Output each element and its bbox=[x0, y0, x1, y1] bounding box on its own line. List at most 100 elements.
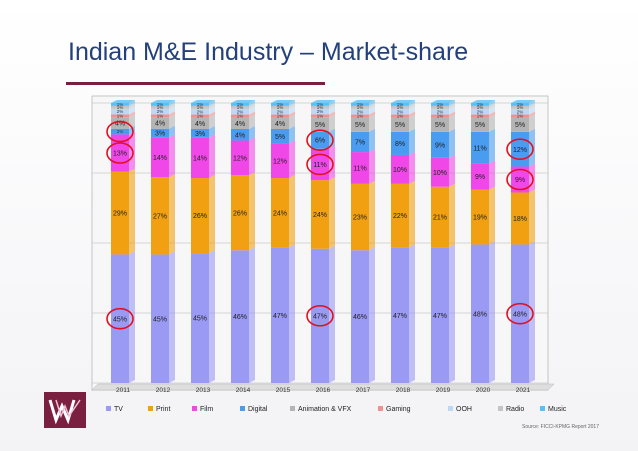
bar-animation-and-vfx-2021 bbox=[511, 117, 529, 132]
slide-title: Indian M&E Industry – Market-share bbox=[68, 38, 469, 66]
label-print-2020: 19% bbox=[473, 215, 487, 222]
bar-side-animation-and-vfx-2014 bbox=[249, 114, 255, 129]
bar-side-music-2014 bbox=[249, 100, 255, 106]
legend: TV Print Film Digital Animation & VFX Gaming O… bbox=[106, 406, 567, 413]
bar-side-digital-2019 bbox=[449, 128, 455, 158]
bar-side-film-2014 bbox=[249, 137, 255, 176]
label-tv-2012: 45% bbox=[153, 316, 167, 323]
label-animation-and-vfx-2013: 4% bbox=[195, 121, 205, 128]
bar-side-animation-and-vfx-2017 bbox=[369, 114, 375, 132]
bar-film-2016 bbox=[311, 148, 329, 181]
x-tick-2016: 2016 bbox=[316, 387, 331, 394]
bar-top-2012 bbox=[151, 100, 175, 103]
bar-print-2014 bbox=[231, 175, 249, 251]
bar-music-2011 bbox=[111, 103, 129, 106]
x-tick-labels: 2011 2012 2013 2014 2015 2016 2017 2018 2019 2020… bbox=[116, 387, 531, 394]
bar-side-film-2016 bbox=[329, 145, 335, 181]
bar-gaming-2021 bbox=[511, 114, 529, 118]
highlight-tv-2011 bbox=[106, 307, 134, 330]
bar-side-print-2012 bbox=[169, 174, 175, 255]
bar-digital-2016 bbox=[311, 131, 329, 149]
legend-label-gaming: Gaming bbox=[386, 406, 411, 413]
bar-animation-and-vfx-2013 bbox=[191, 117, 209, 129]
bar-side-gaming-2011 bbox=[129, 111, 135, 118]
bar-tv-2013 bbox=[191, 253, 209, 383]
bar-digital-2015 bbox=[271, 128, 289, 144]
bar-side-ooh-2016 bbox=[329, 105, 335, 115]
highlight-tv-2016 bbox=[306, 305, 334, 327]
bar-animation-and-vfx-2016 bbox=[311, 117, 329, 132]
bar-radio-2013 bbox=[191, 105, 209, 109]
bar-radio-2014 bbox=[231, 105, 249, 109]
bar-digital-2020 bbox=[471, 131, 489, 164]
label-ooh-2015: 2% bbox=[277, 109, 284, 114]
bar-digital-2012 bbox=[151, 128, 169, 138]
label-animation-and-vfx-2021: 5% bbox=[515, 122, 525, 129]
bar-music-2014 bbox=[231, 103, 249, 106]
bar-side-ooh-2012 bbox=[169, 105, 175, 115]
highlight-digital-2021 bbox=[506, 138, 534, 160]
label-ooh-2019: 2% bbox=[437, 109, 444, 114]
bar-side-film-2012 bbox=[169, 134, 175, 178]
bar-music-2015 bbox=[271, 103, 289, 106]
bar-side-animation-and-vfx-2016 bbox=[329, 114, 335, 132]
label-tv-2016: 47% bbox=[313, 313, 327, 320]
bar-side-digital-2017 bbox=[369, 128, 375, 153]
bar-animation-and-vfx-2018 bbox=[391, 117, 409, 132]
label-film-2018: 10% bbox=[393, 167, 407, 174]
bar-music-2017 bbox=[351, 103, 369, 106]
bar-radio-2018 bbox=[391, 105, 409, 109]
label-music-2015: 1% bbox=[277, 102, 284, 107]
label-radio-2020: 1% bbox=[477, 105, 484, 110]
bar-side-ooh-2015 bbox=[289, 105, 295, 115]
label-digital-2021: 12% bbox=[513, 147, 527, 154]
label-tv-2011: 45% bbox=[113, 316, 127, 323]
bar-side-music-2015 bbox=[289, 100, 295, 106]
bar-music-2012 bbox=[151, 103, 169, 106]
bar-side-animation-and-vfx-2020 bbox=[489, 114, 495, 132]
bar-ooh-2020 bbox=[471, 108, 489, 115]
label-gaming-2017: 1% bbox=[357, 114, 364, 119]
bar-print-2013 bbox=[191, 178, 209, 254]
label-gaming-2015: 1% bbox=[277, 114, 284, 119]
bar-ooh-2013 bbox=[191, 108, 209, 115]
label-digital-2012: 3% bbox=[155, 131, 165, 138]
bar-print-2020 bbox=[471, 189, 489, 245]
bar-digital-2018 bbox=[391, 131, 409, 155]
bar-side-ooh-2014 bbox=[249, 105, 255, 115]
highlight-film-2016 bbox=[306, 153, 334, 176]
bar-gaming-2014 bbox=[231, 114, 249, 118]
bar-side-tv-2019 bbox=[449, 244, 455, 383]
label-tv-2021: 48% bbox=[513, 311, 527, 318]
bar-digital-2019 bbox=[431, 131, 449, 158]
bar-side-film-2015 bbox=[289, 140, 295, 179]
bar-side-radio-2017 bbox=[369, 102, 375, 109]
bar-side-gaming-2015 bbox=[289, 111, 295, 118]
bar-animation-and-vfx-2020 bbox=[471, 117, 489, 132]
bar-side-music-2013 bbox=[209, 100, 215, 106]
bar-side-ooh-2011 bbox=[129, 105, 135, 115]
label-radio-2013: 1% bbox=[197, 105, 204, 110]
bar-ooh-2016 bbox=[311, 108, 329, 115]
bar-film-2015 bbox=[271, 143, 289, 179]
label-animation-and-vfx-2019: 5% bbox=[435, 122, 445, 129]
label-tv-2013: 45% bbox=[193, 316, 207, 323]
title-underline bbox=[66, 82, 325, 85]
bar-side-ooh-2019 bbox=[449, 105, 455, 115]
label-print-2013: 26% bbox=[193, 213, 207, 220]
label-digital-2013: 3% bbox=[195, 131, 205, 138]
label-music-2012: 1% bbox=[157, 102, 164, 107]
label-music-2020: 1% bbox=[477, 102, 484, 107]
label-print-2011: 29% bbox=[113, 211, 127, 218]
bar-side-gaming-2020 bbox=[489, 111, 495, 118]
label-radio-2016: 1% bbox=[317, 105, 324, 110]
label-film-2012: 14% bbox=[153, 155, 167, 162]
bar-side-radio-2012 bbox=[169, 102, 175, 109]
bar-print-2015 bbox=[271, 178, 289, 248]
label-digital-2015: 5% bbox=[275, 134, 285, 141]
label-ooh-2020: 2% bbox=[477, 109, 484, 114]
bar-film-2013 bbox=[191, 137, 209, 179]
bar-side-digital-2018 bbox=[409, 128, 415, 155]
label-digital-2017: 7% bbox=[355, 140, 365, 147]
bar-side-radio-2018 bbox=[409, 102, 415, 109]
